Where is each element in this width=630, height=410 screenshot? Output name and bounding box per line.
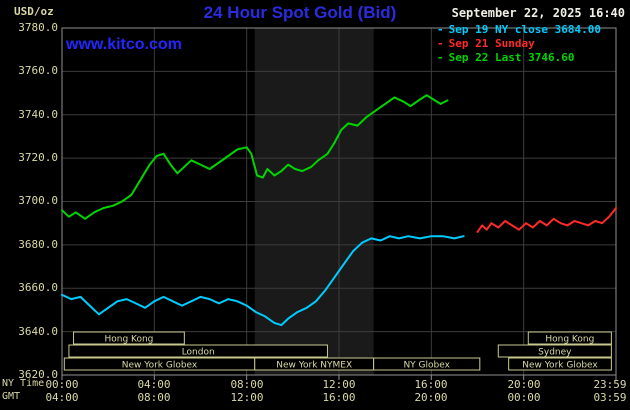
session-box: [508, 357, 612, 371]
y-tick-label: 3740.0: [18, 108, 58, 121]
legend-item-sep22: - Sep 22 Last 3746.60: [437, 51, 601, 65]
y-tick-label: 3700.0: [18, 194, 58, 207]
y-tick-label: 3720.0: [18, 151, 58, 164]
y-tick-label: 3780.0: [18, 21, 58, 34]
session-box-label: Hong Kong: [545, 335, 594, 345]
legend-text-sep22: Sep 22 Last 3746.60: [448, 51, 575, 64]
x-tick-gmt: 12:00: [230, 391, 264, 404]
price-series-0: [61, 235, 465, 327]
x-tick-ny: 04:00: [137, 378, 171, 391]
x-tick-ny: 23:59: [593, 378, 627, 391]
session-box-label: Sydney: [538, 348, 572, 358]
y-tick-label: 3680.0: [18, 238, 58, 251]
x-tick-ny: 16:00: [414, 378, 448, 391]
legend-text-sep21: Sep 21 Sunday: [448, 37, 535, 50]
legend-item-sep21: - Sep 21 Sunday: [437, 37, 601, 51]
price-series-1: [476, 207, 617, 233]
session-box-label: New York Globex: [122, 361, 198, 371]
legend: - Sep 19 NY close 3684.00 - Sep 21 Sunday …: [437, 23, 601, 65]
session-box: [373, 357, 481, 371]
price-series-2: [61, 94, 449, 220]
x-tick-gmt: 16:00: [322, 391, 356, 404]
session-box-label: London: [182, 348, 215, 358]
legend-item-sep19: - Sep 19 NY close 3684.00: [437, 23, 601, 37]
x-tick-ny: 12:00: [322, 378, 356, 391]
session-box: [497, 344, 612, 358]
x-tick-ny: 08:00: [230, 378, 264, 391]
legend-text-sep19: Sep 19 NY close 3684.00: [448, 23, 601, 36]
kitco-website-link[interactable]: www.kitco.com: [66, 36, 182, 53]
x-tick-gmt: 20:00: [414, 391, 448, 404]
x-tick-gmt: 00:00: [507, 391, 541, 404]
session-box-label: New York NYMEX: [276, 361, 352, 371]
datetime-label: September 22, 2025 16:40: [451, 6, 625, 20]
session-box-label: NY Globex: [403, 361, 450, 371]
legend-dash-icon: -: [437, 23, 444, 36]
session-box: [68, 344, 328, 358]
x-tick-gmt: 03:59: [593, 391, 627, 404]
session-box: [527, 331, 612, 345]
legend-dash-icon: -: [437, 37, 444, 50]
session-box-label: Hong Kong: [104, 335, 153, 345]
legend-dash-icon: -: [437, 51, 444, 64]
session-box-label: New York Globex: [522, 361, 598, 371]
x-tick-ny: 20:00: [507, 378, 541, 391]
y-tick-label: 3760.0: [18, 64, 58, 77]
y-tick-label: 3660.0: [18, 281, 58, 294]
y-tick-label: 3640.0: [18, 325, 58, 338]
x-tick-gmt: 04:00: [45, 391, 79, 404]
x-axis-ny-time-label: NY Time: [2, 378, 45, 389]
session-box: [73, 331, 185, 345]
x-tick-ny: 00:00: [45, 378, 79, 391]
y-axis-unit-label: USD/oz: [14, 5, 54, 18]
x-axis-gmt-label: GMT: [2, 391, 21, 402]
x-tick-gmt: 08:00: [137, 391, 171, 404]
y-tick-label: 3620.0: [18, 368, 58, 381]
chart-title: 24 Hour Spot Gold (Bid): [203, 3, 397, 22]
